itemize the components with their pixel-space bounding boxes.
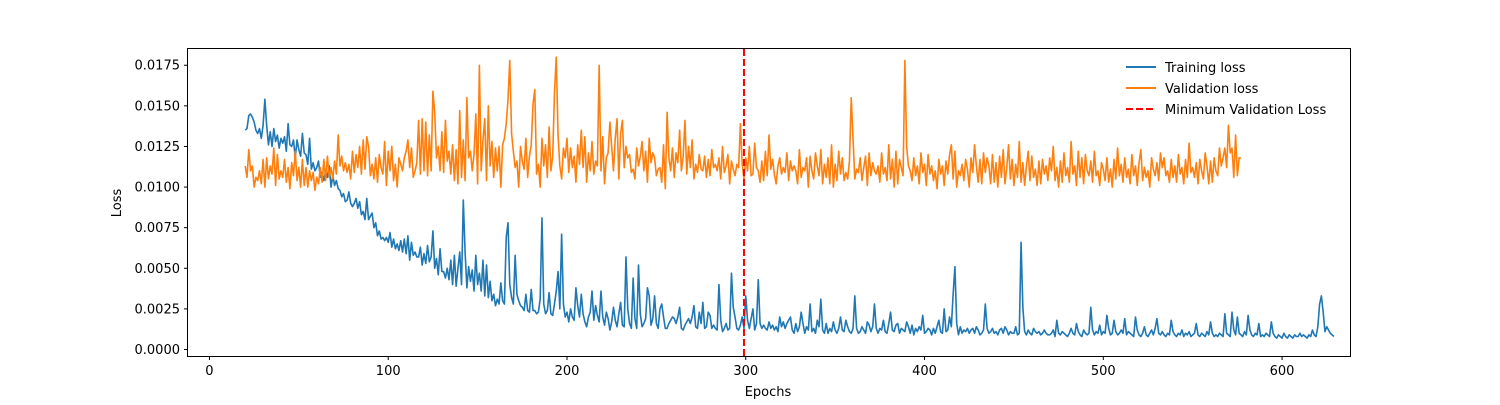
x-tick-label: 200 xyxy=(555,364,580,379)
y-tick-label: 0.0100 xyxy=(135,181,181,196)
y-tick-label: 0.0050 xyxy=(135,262,181,277)
y-tick-label: 0.0075 xyxy=(135,221,181,236)
x-tick-label: 300 xyxy=(733,364,758,379)
series-line-0 xyxy=(244,98,1335,339)
y-tick-label: 0.0175 xyxy=(135,59,181,74)
x-tick-label: 600 xyxy=(1270,364,1295,379)
x-axis-label: Epochs xyxy=(745,385,792,400)
y-axis-label: Loss xyxy=(110,189,125,218)
y-tick-label: 0.0150 xyxy=(135,99,181,114)
x-tick-label: 100 xyxy=(376,364,401,379)
legend-label: Validation loss xyxy=(1165,82,1259,97)
x-tick-label: 0 xyxy=(205,364,213,379)
y-tick-label: 0.0125 xyxy=(135,140,181,155)
legend-label: Minimum Validation Loss xyxy=(1165,103,1326,118)
legend-label: Training loss xyxy=(1164,61,1246,76)
x-tick-label: 500 xyxy=(1091,364,1116,379)
y-tick-label: 0.0000 xyxy=(135,343,181,358)
plot-area-frame xyxy=(187,48,1351,357)
y-tick-label: 0.0025 xyxy=(135,302,181,317)
legend: Training loss Validation loss Minimum Vali… xyxy=(1126,61,1326,118)
x-tick-label: 400 xyxy=(912,364,937,379)
